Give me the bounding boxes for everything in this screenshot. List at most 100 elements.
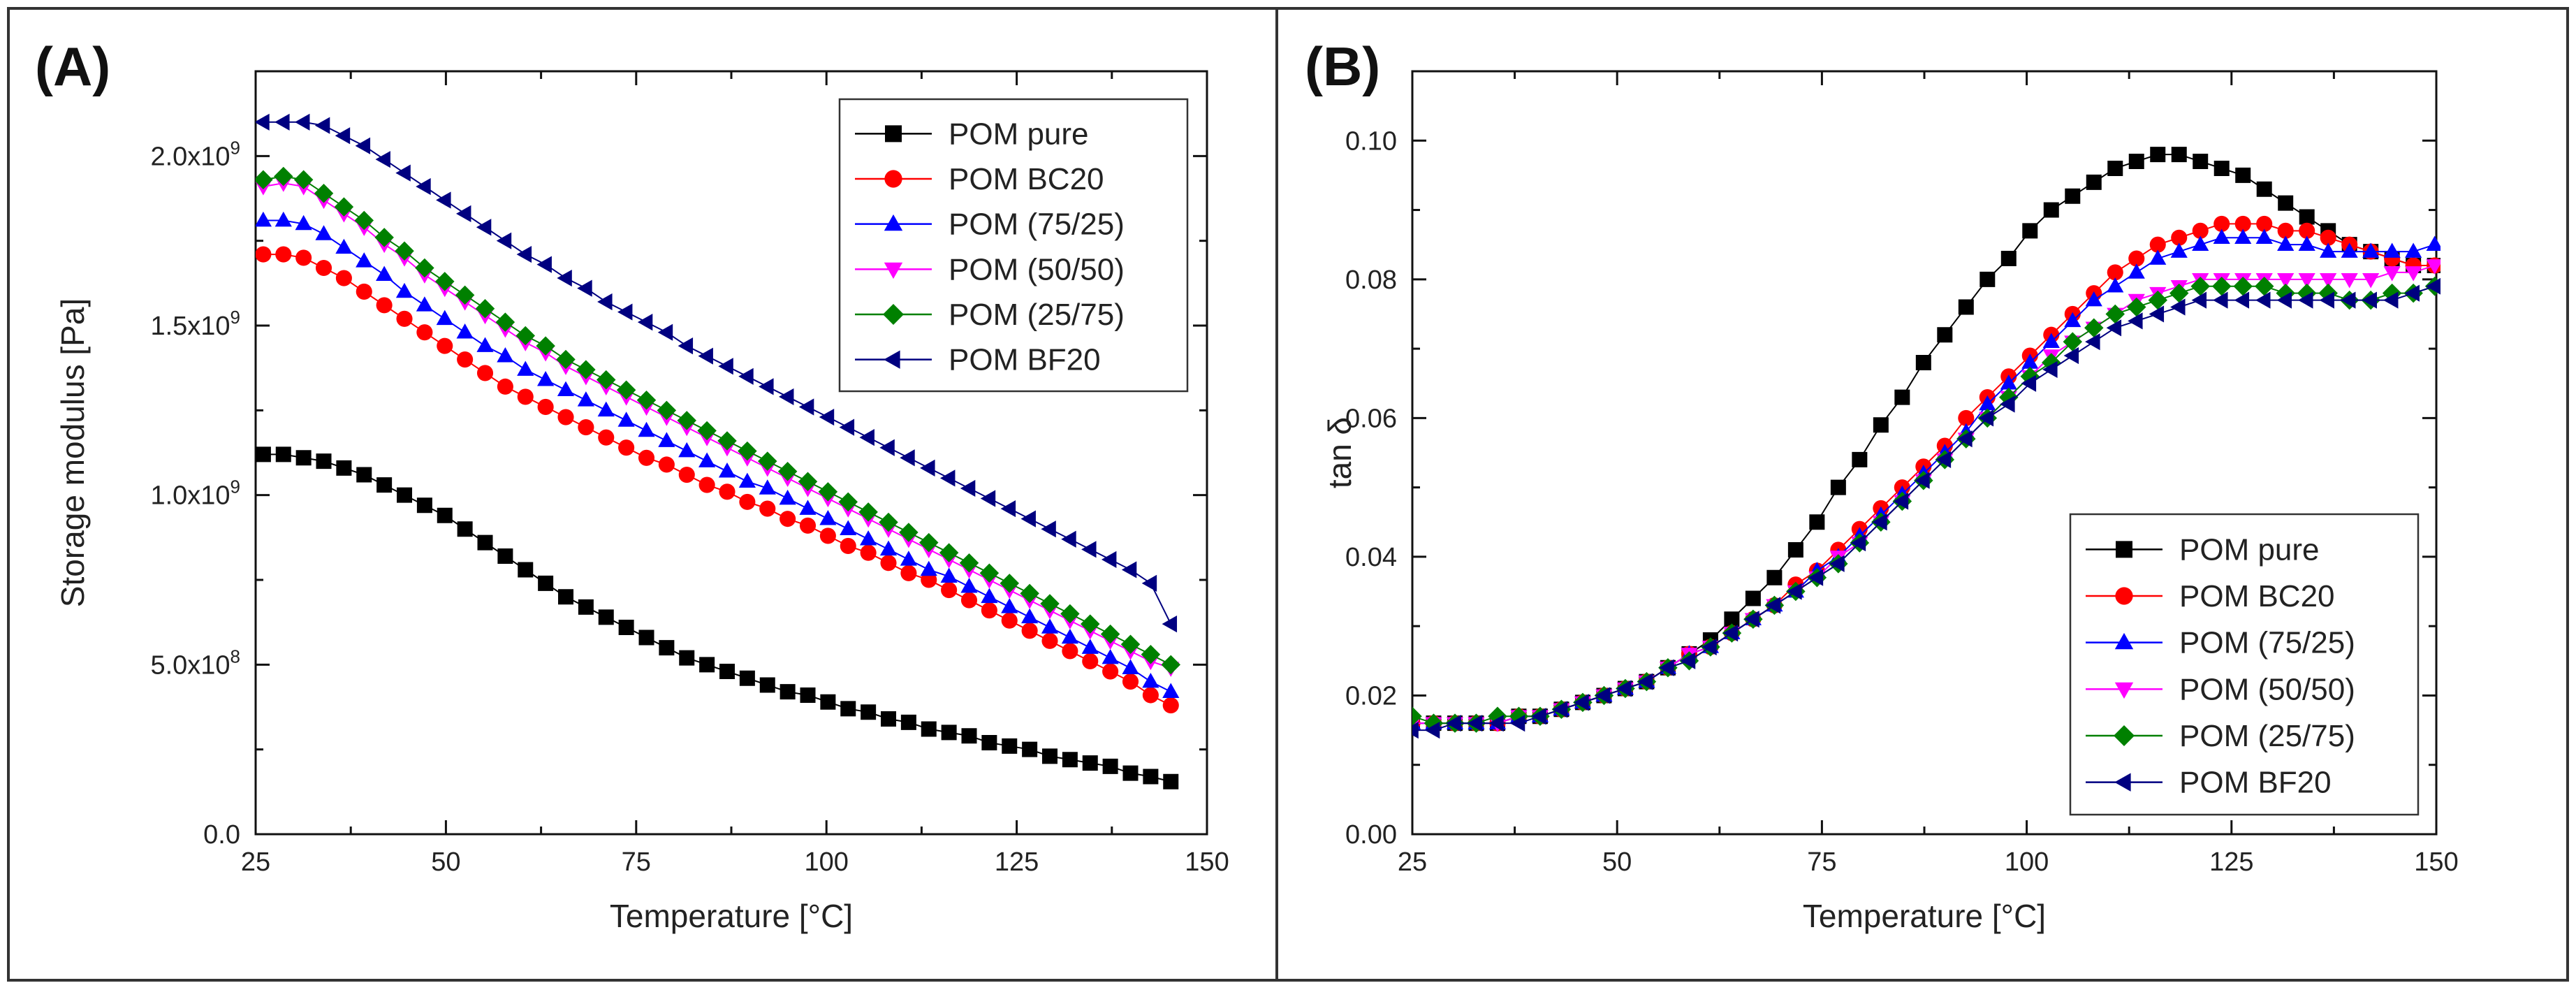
chart-a-y-tick-label: 1.5x109 [150, 307, 240, 341]
chart-a-data-point [334, 197, 354, 217]
chart-a-data-point [657, 400, 677, 421]
chart-b-y-axis-label: tan δ [1322, 417, 1358, 488]
chart-a-legend-marker [884, 350, 900, 369]
chart-a-data-point [981, 734, 997, 750]
chart-a-data-point [536, 336, 555, 356]
chart-a-legend-label-pom-50-50: POM (50/50) [949, 252, 1125, 286]
chart-a-series-pom-bc20 [256, 246, 1179, 714]
chart-b-data-point [2021, 354, 2039, 369]
chart-a-data-point [275, 446, 291, 463]
chart-a-data-point [1101, 551, 1117, 568]
chart-b-data-point [1850, 534, 1866, 552]
chart-a-data-point [436, 310, 453, 326]
chart-a-data-point [557, 381, 575, 397]
chart-a-data-point [1060, 604, 1080, 624]
chart-a-data-point [537, 398, 554, 416]
chart-a-data-point [295, 214, 312, 231]
chart-a-data-point [718, 358, 733, 375]
chart-a-data-point [577, 279, 592, 297]
chart-a-series-line [263, 175, 1171, 666]
chart-a-data-point [455, 285, 475, 305]
chart-a-y-tick-label: 1.0x109 [150, 476, 240, 511]
chart-a-data-point [256, 246, 272, 263]
chart-a-data-point [981, 588, 998, 604]
chart-a-data-point [416, 324, 433, 341]
chart-a-data-point [838, 492, 858, 512]
chart-a-data-point [335, 127, 351, 145]
chart-a-data-point [618, 619, 634, 635]
chart-b-data-point [1412, 721, 1419, 739]
chart-a-data-point [437, 337, 453, 354]
chart-b-data-point [2213, 228, 2230, 245]
chart-b-data-point [1680, 652, 1696, 669]
chart-a-data-point [698, 347, 713, 365]
chart-a-data-point [1001, 598, 1018, 613]
chart-b-data-point [2276, 291, 2292, 309]
chart-a-data-point [879, 540, 898, 556]
chart-b-data-point [2000, 251, 2017, 267]
chart-a-data-point [558, 589, 574, 605]
chart-a-data-point [456, 323, 474, 339]
chart-a-data-point [636, 391, 657, 410]
chart-b-data-point [2319, 291, 2334, 309]
chart-a-x-tick-label: 150 [1185, 847, 1229, 877]
chart-b-y-tick-label: 0.00 [1345, 820, 1397, 850]
chart-a-data-point [416, 497, 432, 514]
chart-a-data-point [354, 210, 374, 231]
chart-a-data-point [960, 479, 976, 497]
chart-b-series-pom-bf20 [1412, 277, 2440, 739]
chart-a-data-point [335, 238, 353, 254]
chart-a-data-point [900, 714, 916, 730]
chart-a-data-point [899, 523, 919, 542]
chart-a-data-point [900, 565, 917, 581]
chart-a-data-point [798, 472, 818, 492]
chart-b-data-point [2255, 228, 2273, 245]
chart-a-data-point [475, 298, 495, 319]
chart-a-data-point [858, 502, 878, 522]
chart-b-data-point [2256, 215, 2273, 232]
chart-a-data-point [820, 694, 836, 710]
chart-a-series-line [263, 219, 1171, 693]
chart-b-data-point [2192, 235, 2209, 251]
chart-b-data-point [1616, 680, 1632, 697]
chart-a-data-point [1041, 521, 1056, 538]
chart-b-data-point [2063, 347, 2079, 365]
chart-a-data-point [780, 511, 796, 527]
chart-a-data-point [578, 599, 594, 615]
chart-b-data-point [2298, 291, 2313, 309]
chart-a-legend-label-pom-25-75: POM (25/75) [949, 298, 1125, 332]
chart-a-data-point [1062, 643, 1078, 660]
chart-a-data-point [1022, 741, 1038, 757]
chart-a-data-point [960, 592, 978, 609]
chart-a-data-point [476, 219, 492, 236]
chart-b-data-point [2298, 235, 2315, 251]
chart-b-data-point [2086, 174, 2102, 190]
chart-a-data-point [375, 151, 390, 168]
chart-b-data-point [2193, 154, 2209, 170]
chart-a-data-point [678, 337, 694, 355]
chart-b-legend-label-pom-pure: POM pure [2179, 532, 2320, 567]
chart-a-data-point [557, 409, 574, 425]
chart-a-series-pom-75-25 [256, 211, 1180, 698]
chart-a-legend-box [838, 98, 1189, 393]
chart-b-data-point [2213, 215, 2230, 232]
chart-a-data-point [415, 258, 434, 278]
chart-b-data-point [1509, 715, 1525, 732]
chart-b-data-point [1787, 583, 1802, 600]
chart-a-legend-label-pom-75-25: POM (75/25) [949, 208, 1125, 242]
chart-a-data-point [497, 378, 513, 395]
chart-a-data-point [598, 429, 615, 446]
chart-a-data-point [818, 482, 838, 502]
chart-a-x-tick-label: 125 [995, 847, 1039, 877]
chart-a-data-point [778, 388, 794, 406]
chart-a-data-point [356, 252, 373, 268]
chart-a-data-point [1082, 653, 1099, 670]
chart-a-data-point [940, 567, 958, 583]
chart-a-data-point [395, 241, 414, 261]
chart-a-series-pom-25-75 [256, 166, 1180, 675]
chart-a-data-point [1161, 655, 1180, 675]
chart-a-data-point [395, 282, 414, 298]
chart-a-data-point [657, 323, 673, 341]
chart-a-data-point [900, 449, 915, 467]
chart-b-data-point [1766, 569, 1783, 585]
